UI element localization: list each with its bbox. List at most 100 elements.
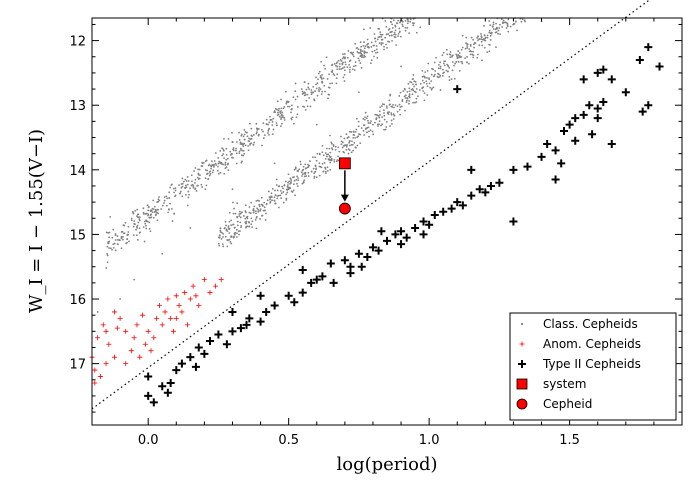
classical-cepheid-point xyxy=(453,77,456,80)
classical-cepheid-point xyxy=(189,227,192,229)
classical-cepheid-point xyxy=(235,147,237,150)
classical-cepheid-point xyxy=(303,175,306,178)
type2-cepheid-point xyxy=(599,65,608,74)
classical-cepheid-point xyxy=(357,120,360,123)
classical-cepheid-point xyxy=(442,68,444,71)
classical-cepheid-point xyxy=(370,41,373,44)
classical-cepheid-point xyxy=(333,62,336,65)
classical-cepheid-point xyxy=(296,95,299,98)
classical-cepheid-point xyxy=(364,128,367,130)
classical-cepheid-point xyxy=(391,23,394,26)
classical-cepheid-point xyxy=(245,220,248,223)
classical-cepheid-point xyxy=(325,155,328,158)
classical-cepheid-point xyxy=(448,75,451,78)
classical-cepheid-point xyxy=(318,86,321,89)
classical-cepheid-point xyxy=(276,197,279,200)
classical-cepheid-point xyxy=(455,60,458,63)
type2-cepheid-point xyxy=(144,391,153,400)
classical-cepheid-point xyxy=(476,53,479,56)
classical-cepheid-point xyxy=(278,115,281,118)
classical-cepheid-point xyxy=(442,51,445,54)
classical-cepheid-point xyxy=(231,131,233,134)
classical-cepheid-point xyxy=(270,195,272,198)
classical-cepheid-point xyxy=(105,267,108,269)
classical-cepheid-point xyxy=(391,30,393,33)
classical-cepheid-point xyxy=(413,90,416,93)
classical-cepheid-point xyxy=(401,25,404,27)
classical-cepheid-point xyxy=(238,213,241,215)
type2-cepheid-point xyxy=(579,75,588,84)
classical-cepheid-point xyxy=(267,128,270,131)
type2-cepheid-point xyxy=(425,220,434,229)
classical-cepheid-point xyxy=(318,152,321,155)
classical-cepheid-point xyxy=(153,211,156,213)
classical-cepheid-point xyxy=(297,179,300,182)
classical-cepheid-point xyxy=(489,38,492,41)
classical-cepheid-point xyxy=(332,73,335,75)
classical-cepheid-point xyxy=(368,130,370,133)
classical-cepheid-point xyxy=(274,202,277,205)
classical-cepheid-point xyxy=(374,113,377,116)
classical-cepheid-point xyxy=(428,82,431,85)
classical-cepheid-point xyxy=(335,77,338,79)
classical-cepheid-point xyxy=(295,178,298,181)
classical-cepheid-point xyxy=(393,114,396,117)
classical-cepheid-point xyxy=(367,121,370,124)
classical-cepheid-point xyxy=(275,122,278,124)
classical-cepheid-point xyxy=(257,133,260,136)
classical-cepheid-point xyxy=(253,205,256,208)
classical-cepheid-point xyxy=(369,27,372,29)
classical-cepheid-point xyxy=(428,78,431,81)
classical-cepheid-point xyxy=(446,70,449,73)
type2-cepheid-point xyxy=(228,307,237,316)
type2-cepheid-point xyxy=(242,320,251,329)
classical-cepheid-point xyxy=(321,144,324,147)
classical-cepheid-point xyxy=(352,51,355,54)
classical-cepheid-point xyxy=(328,93,331,96)
classical-cepheid-point xyxy=(277,194,280,197)
classical-cepheid-point xyxy=(423,99,426,102)
classical-cepheid-point xyxy=(363,41,366,43)
classical-cepheid-point xyxy=(248,221,250,224)
classical-cepheid-point xyxy=(404,29,407,32)
classical-cepheid-point xyxy=(477,35,480,38)
classical-cepheid-point xyxy=(128,240,130,243)
classical-cepheid-point xyxy=(385,126,388,128)
classical-cepheid-point xyxy=(280,118,283,121)
classical-cepheid-point xyxy=(330,158,333,161)
classical-cepheid-point xyxy=(346,66,349,69)
classical-cepheid-point xyxy=(302,181,305,184)
classical-cepheid-point xyxy=(421,75,424,78)
classical-cepheid-point xyxy=(196,184,199,187)
classical-cepheid-point xyxy=(345,148,348,151)
classical-cepheid-point xyxy=(96,311,99,313)
classical-cepheid-point xyxy=(242,215,245,217)
classical-cepheid-point xyxy=(408,102,410,105)
classical-cepheid-point xyxy=(414,80,417,83)
cepheid-marker xyxy=(338,202,351,215)
classical-cepheid-point xyxy=(357,57,360,60)
anomalous-cepheid-point xyxy=(207,290,213,296)
anomalous-cepheid-point xyxy=(187,296,193,302)
classical-cepheid-point xyxy=(496,27,499,30)
type2-cepheid-point xyxy=(298,288,307,297)
legend-label-system: system xyxy=(543,377,586,391)
classical-cepheid-point xyxy=(260,196,263,199)
classical-cepheid-point xyxy=(246,217,249,220)
classical-cepheid-point xyxy=(354,42,357,45)
classical-cepheid-point xyxy=(408,90,411,93)
anomalous-cepheid-point xyxy=(185,322,191,328)
classical-cepheid-point xyxy=(340,140,343,143)
classical-cepheid-point xyxy=(394,24,397,27)
classical-cepheid-point xyxy=(262,137,265,140)
legend-label-cepheid: Cepheid xyxy=(543,397,592,411)
type2-cepheid-point xyxy=(172,366,181,375)
classical-cepheid-point xyxy=(372,133,375,136)
classical-cepheid-point xyxy=(369,129,372,132)
classical-cepheid-point xyxy=(384,36,387,39)
classical-cepheid-point xyxy=(425,82,428,85)
classical-cepheid-point xyxy=(455,53,458,56)
classical-cepheid-point xyxy=(225,147,228,150)
classical-cepheid-point xyxy=(421,79,424,82)
classical-cepheid-point xyxy=(390,34,393,37)
